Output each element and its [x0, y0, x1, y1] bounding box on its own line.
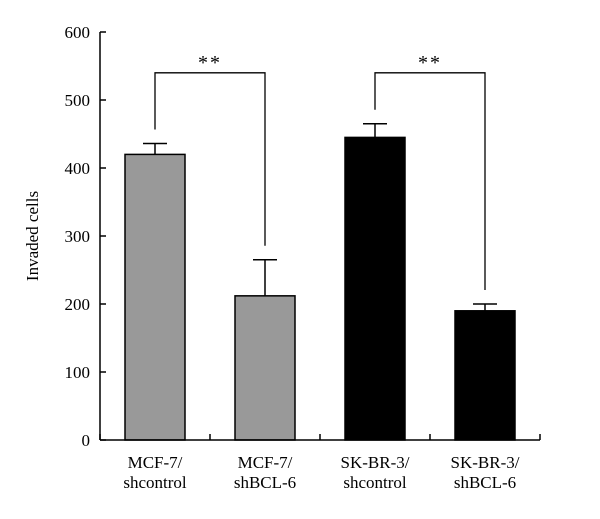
y-axis-title: Invaded cells — [23, 191, 42, 281]
significance-label-2: ** — [418, 52, 442, 74]
bars-group — [124, 136, 516, 441]
y-tick-label-100: 100 — [65, 363, 91, 382]
y-tick-label-500: 500 — [65, 91, 91, 110]
error-bars-group — [143, 123, 497, 311]
x-category-label-line: shcontrol — [123, 473, 187, 492]
bar-2 — [234, 295, 296, 441]
significance-bracket-1 — [154, 72, 266, 246]
significance-bracket-2 — [374, 72, 486, 290]
y-axis: 0 100 200 300 400 500 600 — [65, 23, 106, 450]
significance-group: ** ** — [154, 52, 486, 290]
bar-4 — [454, 310, 516, 441]
y-tick-label-600: 600 — [65, 23, 91, 42]
x-category-label-line: shBCL-6 — [234, 473, 296, 492]
x-category-label-line: SK-BR-3/ — [341, 453, 410, 472]
x-category-label-line: MCF-7/ — [238, 453, 293, 472]
y-tick-label-400: 400 — [65, 159, 91, 178]
significance-label-1: ** — [198, 52, 222, 74]
x-category-label-line: MCF-7/ — [128, 453, 183, 472]
bar-3 — [344, 136, 406, 441]
x-category-label-line: shcontrol — [343, 473, 407, 492]
x-category-label-line: shBCL-6 — [454, 473, 516, 492]
x-category-label-4: SK-BR-3/shBCL-6 — [451, 453, 520, 492]
x-category-label-1: MCF-7/shcontrol — [123, 453, 187, 492]
x-axis: MCF-7/shcontrolMCF-7/shBCL-6SK-BR-3/shco… — [99, 434, 541, 492]
y-tick-label-300: 300 — [65, 227, 91, 246]
x-category-label-2: MCF-7/shBCL-6 — [234, 453, 296, 492]
x-category-label-line: SK-BR-3/ — [451, 453, 520, 472]
y-tick-label-200: 200 — [65, 295, 91, 314]
x-category-label-3: SK-BR-3/shcontrol — [341, 453, 410, 492]
y-tick-label-0: 0 — [82, 431, 91, 450]
bar-1 — [124, 153, 186, 441]
